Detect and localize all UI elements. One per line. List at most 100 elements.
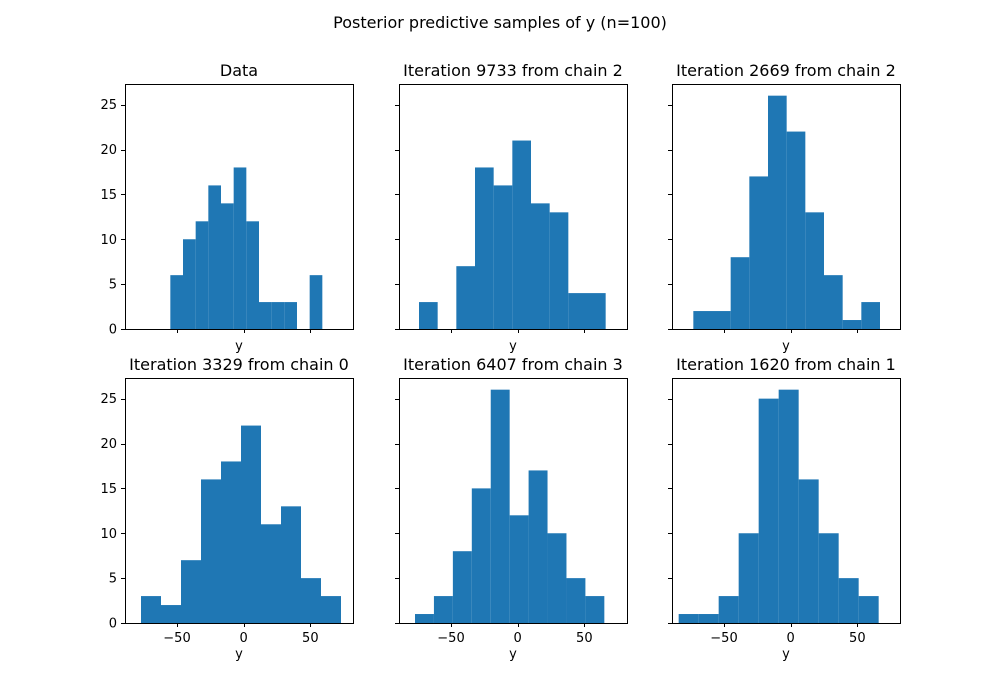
histogram-bar: [858, 596, 879, 623]
histogram-bar: [768, 95, 787, 330]
x-tick-label: −50: [437, 631, 464, 646]
x-axis-label: y: [235, 339, 243, 354]
plot-frame: [125, 378, 354, 624]
plot-frame: [125, 84, 354, 330]
y-tick-label: 10: [100, 233, 117, 248]
histogram-bar: [758, 398, 779, 623]
histogram-bar: [549, 212, 569, 329]
subplot-title: Iteration 6407 from chain 3: [403, 355, 623, 374]
histogram-bar: [698, 614, 719, 623]
histogram-bar: [309, 275, 323, 329]
subplot-title: Iteration 1620 from chain 1: [676, 355, 896, 374]
plot-frame: [672, 84, 901, 330]
x-tick-label: 50: [576, 631, 593, 646]
histogram-bar: [284, 302, 297, 329]
x-tick-label: −50: [163, 631, 190, 646]
histogram-bar: [568, 293, 587, 329]
y-tick-label: 25: [100, 392, 117, 407]
histogram-bar: [798, 479, 819, 623]
histogram-bar: [786, 131, 806, 329]
histogram-bar: [730, 257, 750, 329]
histogram-bar: [246, 221, 259, 329]
y-tick-label: 25: [100, 98, 117, 113]
x-axis-label: y: [782, 339, 790, 354]
x-axis-label: y: [782, 647, 790, 662]
histogram-bar: [221, 461, 241, 623]
histogram-bar: [471, 488, 491, 623]
histogram-bar: [805, 212, 824, 329]
subplot-title: Iteration 3329 from chain 0: [129, 355, 349, 374]
histogram-bar: [749, 176, 768, 329]
histogram-bar: [678, 614, 699, 623]
histogram-bar: [195, 221, 209, 329]
histogram-bar: [259, 302, 272, 329]
histogram-bar: [512, 140, 531, 329]
histogram-bar: [419, 302, 438, 329]
histogram-bar: [261, 524, 281, 623]
subplot-grid: 0 5 10 15 20 25 y Data y Iteration 9733 from chai…: [100, 61, 901, 662]
y-tick-label: 20: [100, 143, 117, 158]
histogram-bar: [415, 614, 434, 623]
histogram-bar: [433, 596, 453, 623]
histogram-bar: [456, 266, 475, 329]
histogram-bar: [493, 185, 513, 329]
histogram-bar: [241, 425, 261, 623]
histogram-bar: [547, 533, 567, 623]
plot-frame: [399, 84, 628, 330]
figure-title: Posterior predictive samples of y (n=100…: [333, 13, 667, 32]
histogram-bar: [208, 185, 221, 329]
subplot-2: y Iteration 9733 from chain 2: [395, 61, 628, 354]
y-tick-label: 5: [109, 572, 117, 587]
histogram-bar: [587, 293, 606, 329]
histogram-bar: [183, 239, 196, 329]
subplot-title: Iteration 9733 from chain 2: [403, 61, 623, 80]
histogram-bar: [693, 311, 712, 329]
subplot-title: Iteration 2669 from chain 2: [676, 61, 896, 80]
histogram-bar: [201, 479, 221, 623]
y-tick-label: 10: [100, 527, 117, 542]
y-tick-label: 0: [109, 323, 117, 338]
histogram-bar: [141, 596, 161, 623]
x-tick-label: −50: [710, 631, 737, 646]
subplot-1: 0 5 10 15 20 25 y Data: [100, 61, 354, 354]
histogram-bar: [271, 302, 285, 329]
y-tick-label: 15: [100, 482, 117, 497]
histogram-bar: [824, 275, 843, 329]
histogram-bar: [221, 203, 234, 329]
y-tick-label: 20: [100, 437, 117, 452]
x-axis-label: y: [509, 647, 517, 662]
histogram-bar: [181, 560, 201, 623]
histogram-bar: [170, 275, 183, 329]
histogram-bar: [818, 533, 839, 623]
histogram-bar: [321, 596, 341, 623]
histogram-bar: [861, 302, 880, 329]
histogram-bar: [718, 596, 739, 623]
y-tick-label: 0: [109, 617, 117, 632]
histogram-bar: [838, 578, 859, 623]
y-tick-label: 15: [100, 188, 117, 203]
histogram-bar: [531, 203, 550, 329]
plot-frame: [399, 378, 628, 624]
histogram-bar: [161, 605, 181, 623]
histogram-bar: [490, 389, 510, 623]
histogram-bar: [509, 515, 529, 623]
histogram-bar: [475, 167, 494, 329]
histogram-bar: [738, 533, 759, 623]
histogram-bar: [778, 389, 799, 623]
plot-frame: [672, 378, 901, 624]
x-tick-label: 0: [514, 631, 522, 646]
histogram-bar: [281, 506, 301, 623]
y-tick-label: 5: [109, 278, 117, 293]
subplot-6: −50 0 50 y Iteration 1620 from chain 1: [668, 355, 901, 662]
x-tick-label: 0: [240, 631, 248, 646]
histogram-bar: [233, 167, 247, 329]
x-axis-label: y: [509, 339, 517, 354]
histogram-bar: [301, 578, 321, 623]
x-tick-label: 0: [787, 631, 795, 646]
histogram-bar: [452, 551, 472, 623]
histogram-bar: [528, 470, 548, 623]
x-tick-label: 50: [849, 631, 866, 646]
subplot-3: y Iteration 2669 from chain 2: [668, 61, 901, 354]
histogram-bar: [712, 311, 731, 329]
